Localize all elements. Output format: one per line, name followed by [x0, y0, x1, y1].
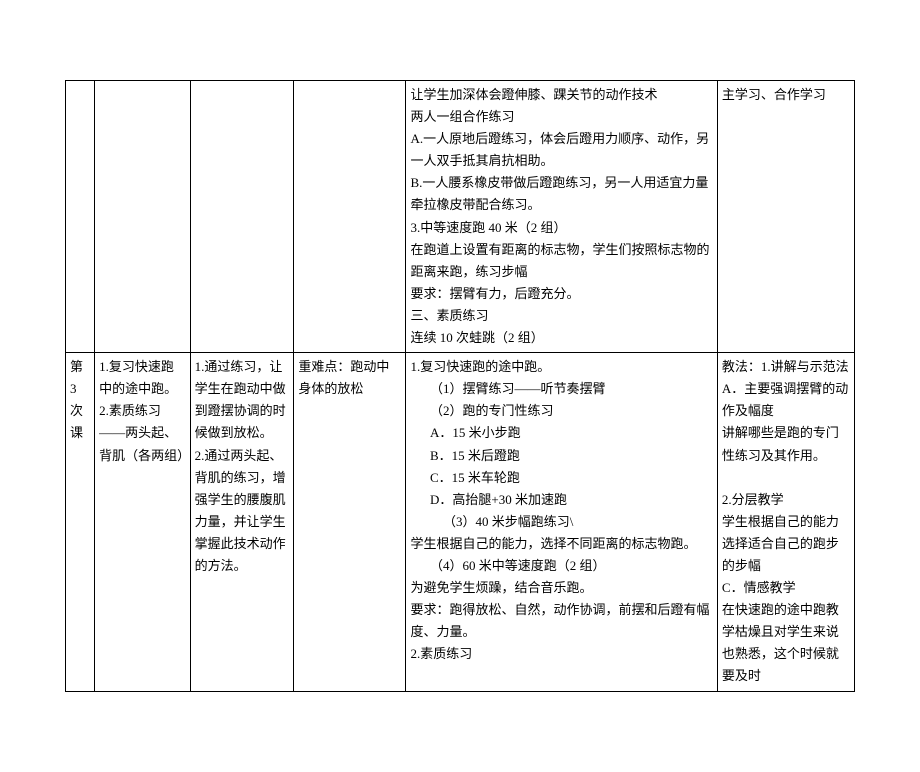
- cell-method: 主学习、合作学习: [717, 81, 854, 353]
- cell-objective: 1.通过练习，让学生在跑动中做到蹬摆协调的时候做到放松。2.通过两头起、背肌的练…: [190, 353, 294, 691]
- table-row: 第3次课 1.复习快速跑中的途中跑。2.素质练习——两头起、背肌（各两组） 1.…: [66, 353, 855, 691]
- cell-lesson-num: 第3次课: [66, 353, 95, 691]
- cell: [294, 81, 406, 353]
- cell-steps: 1.复习快速跑的途中跑。（1）摆臂练习——听节奏摆臂（2）跑的专门性练习A．15…: [406, 353, 717, 691]
- cell: [95, 81, 191, 353]
- lesson-plan-table: 让学生加深体会蹬伸膝、踝关节的动作技术两人一组合作练习A.一人原地后蹬练习，体会…: [65, 80, 855, 692]
- cell-steps: 让学生加深体会蹬伸膝、踝关节的动作技术两人一组合作练习A.一人原地后蹬练习，体会…: [406, 81, 717, 353]
- table-row: 让学生加深体会蹬伸膝、踝关节的动作技术两人一组合作练习A.一人原地后蹬练习，体会…: [66, 81, 855, 353]
- cell-keypoint: 重难点：跑动中身体的放松: [294, 353, 406, 691]
- cell: [66, 81, 95, 353]
- cell: [190, 81, 294, 353]
- cell-content: 1.复习快速跑中的途中跑。2.素质练习——两头起、背肌（各两组）: [95, 353, 191, 691]
- cell-method: 教法：1.讲解与示范法A．主要强调摆臂的动作及幅度讲解哪些是跑的专门性练习及其作…: [717, 353, 854, 691]
